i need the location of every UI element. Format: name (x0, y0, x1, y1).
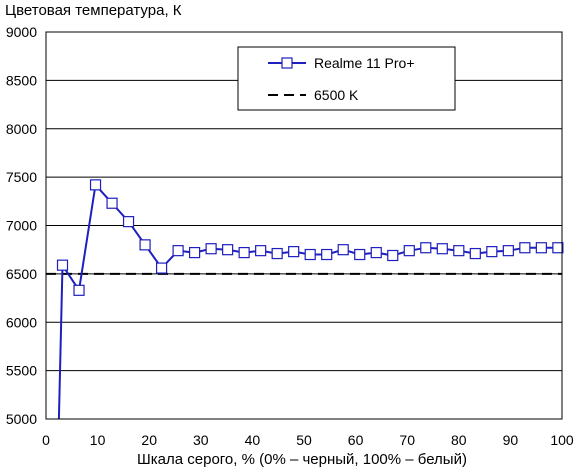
series-layer (46, 179, 564, 420)
x-tick-labels: 0 10 20 30 40 50 60 70 80 90 100 (42, 432, 574, 448)
y-tick-label: 9000 (6, 24, 37, 40)
plot-area-border (45, 31, 563, 420)
x-tick-label: 60 (348, 432, 364, 448)
data-point-marker (486, 246, 498, 258)
data-point-marker (453, 245, 465, 257)
x-axis-title: Шкала серого, % (0% – черный, 100% – бел… (137, 451, 467, 468)
data-point-marker (469, 247, 481, 260)
legend-label-6500k: 6500 K (314, 87, 359, 103)
x-tick-label: 80 (451, 432, 467, 448)
x-tick-label: 10 (90, 432, 106, 448)
data-point-marker (354, 248, 366, 261)
data-point-marker (56, 259, 69, 271)
data-point-marker (139, 239, 151, 251)
legend-box (237, 46, 456, 111)
data-point-marker (122, 216, 135, 228)
data-point-marker (304, 248, 316, 261)
y-tick-label: 7500 (6, 169, 37, 185)
y-tick-label: 5500 (6, 363, 37, 379)
data-point-marker (155, 262, 168, 274)
data-point-marker (288, 246, 300, 258)
y-tick-label: 7000 (6, 218, 37, 234)
legend: Realme 11 Pro+ 6500 K (237, 46, 456, 111)
data-point-marker (189, 246, 201, 259)
y-tick-label: 6500 (6, 266, 37, 282)
x-tick-label: 0 (42, 432, 50, 448)
y-tick-label: 6000 (6, 314, 37, 330)
data-point-marker (370, 246, 382, 259)
y-tick-label: 8000 (6, 121, 37, 137)
data-point-marker (172, 245, 184, 257)
x-tick-label: 100 (550, 432, 574, 448)
data-point-marker (420, 242, 432, 254)
x-tick-label: 30 (193, 432, 209, 448)
data-point-marker (238, 246, 250, 259)
data-point-marker (271, 247, 283, 260)
legend-label-realme: Realme 11 Pro+ (314, 55, 415, 71)
data-point-marker (535, 242, 547, 254)
x-tick-label: 90 (503, 432, 519, 448)
y-tick-label: 8500 (6, 72, 37, 88)
data-point-marker (255, 245, 267, 257)
y-tick-labels: 5000 5500 6000 6500 7000 7500 8000 8500 9000 (6, 24, 37, 427)
data-point-marker (552, 242, 564, 254)
data-point-marker (403, 245, 415, 257)
x-tick-label: 20 (141, 432, 157, 448)
data-point-marker (321, 248, 333, 261)
data-point-marker (519, 242, 531, 254)
x-tick-label: 70 (399, 432, 415, 448)
data-point-marker (337, 244, 349, 256)
x-tick-label: 40 (245, 432, 261, 448)
x-tick-label: 50 (296, 432, 312, 448)
legend-marker-realme (281, 57, 293, 69)
data-point-marker (205, 243, 217, 255)
data-point-marker (89, 179, 102, 191)
data-point-marker (73, 284, 85, 296)
data-point-marker (387, 249, 399, 262)
data-point-marker (106, 197, 118, 209)
data-point-marker (222, 244, 234, 256)
data-point-marker (436, 243, 448, 255)
y-axis-title: Цветовая температура, К (5, 2, 182, 19)
y-tick-label: 5000 (6, 411, 37, 427)
data-point-marker (502, 245, 514, 257)
